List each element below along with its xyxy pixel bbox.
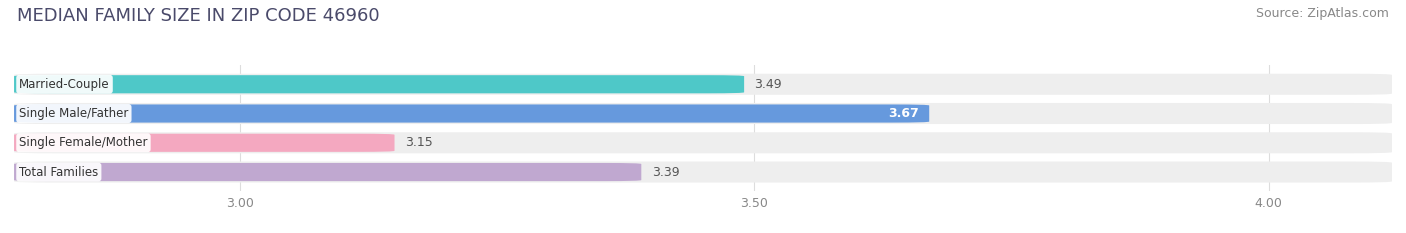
Text: Married-Couple: Married-Couple [20,78,110,91]
FancyBboxPatch shape [14,161,1392,183]
Text: MEDIAN FAMILY SIZE IN ZIP CODE 46960: MEDIAN FAMILY SIZE IN ZIP CODE 46960 [17,7,380,25]
Text: 3.67: 3.67 [889,107,920,120]
Text: Source: ZipAtlas.com: Source: ZipAtlas.com [1256,7,1389,20]
Text: Single Female/Mother: Single Female/Mother [20,136,148,149]
FancyBboxPatch shape [14,132,1392,153]
Text: 3.15: 3.15 [405,136,433,149]
FancyBboxPatch shape [14,163,641,181]
FancyBboxPatch shape [14,75,744,93]
Text: Single Male/Father: Single Male/Father [20,107,128,120]
Text: 3.39: 3.39 [651,165,679,178]
FancyBboxPatch shape [14,74,1392,95]
FancyBboxPatch shape [14,103,1392,124]
FancyBboxPatch shape [14,104,929,123]
FancyBboxPatch shape [14,134,395,152]
Text: 3.49: 3.49 [755,78,782,91]
Text: Total Families: Total Families [20,165,98,178]
